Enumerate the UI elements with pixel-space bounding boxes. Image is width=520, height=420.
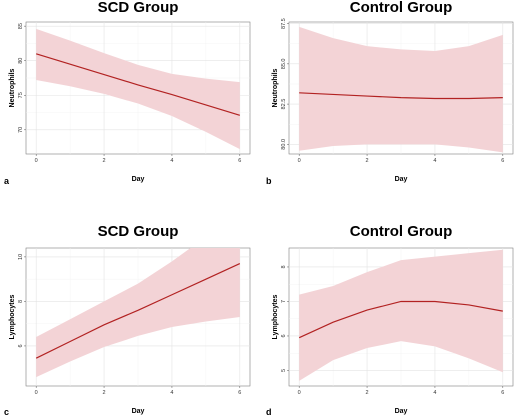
- panel-letter: c: [4, 407, 9, 417]
- panel-letter: a: [4, 176, 10, 186]
- y-tick-label: 6: [281, 334, 287, 337]
- y-tick-label: 6: [18, 344, 24, 347]
- confidence-band: [36, 248, 240, 378]
- y-tick-label: 8: [281, 265, 287, 268]
- series-line: [35, 263, 241, 359]
- panel-title: Control Group: [350, 223, 452, 240]
- y-axis-title: Neutrophils: [9, 68, 16, 107]
- panel-title: SCD Group: [98, 223, 179, 240]
- y-tick-label: 75: [18, 92, 24, 98]
- y-axis-title: Neutrophils: [272, 68, 279, 107]
- y-tick-label: 8: [18, 300, 24, 303]
- y-tick-label: 80.0: [281, 139, 287, 150]
- panel-a: 0 2 4 6 70 75 80 85 SCD Group Day Neutrophils a: [4, 0, 251, 186]
- series-line: [298, 300, 503, 339]
- y-tick-label: 87.5: [281, 18, 287, 29]
- y-axis-title: Lymphocytes: [272, 294, 279, 339]
- panel-b: 0 2 4 6 80.0 82.5 85.0 87.5 Control Group Day Neut…: [266, 0, 514, 186]
- series-line: [299, 92, 503, 100]
- x-tick-label: 0: [35, 390, 38, 396]
- y-tick-label: 5: [281, 369, 287, 372]
- x-tick-label: 4: [433, 390, 436, 396]
- x-tick-label: 6: [238, 158, 241, 164]
- y-axis-title: Lymphocytes: [9, 294, 16, 339]
- y-tick-label: 10: [18, 254, 24, 260]
- y-tick-label: 82.5: [281, 99, 287, 110]
- x-tick-label: 2: [366, 390, 369, 396]
- x-tick-label: 2: [366, 158, 369, 164]
- panel-title: Control Group: [350, 0, 452, 16]
- panel-letter: d: [266, 407, 272, 417]
- series-line: [36, 53, 240, 116]
- x-tick-label: 6: [501, 390, 504, 396]
- confidence-band: [36, 28, 240, 150]
- y-tick-label: 85.0: [281, 58, 287, 69]
- x-axis-title: Day: [395, 176, 408, 183]
- x-tick-label: 4: [433, 158, 436, 164]
- x-tick-label: 0: [298, 158, 301, 164]
- confidence-band: [299, 249, 503, 381]
- panel-c: 0 2 4 6 6 8 10 SCD Group Day Lymphocytes c: [4, 223, 251, 417]
- x-tick-label: 4: [170, 158, 173, 164]
- x-tick-label: 4: [170, 390, 173, 396]
- x-tick-label: 0: [35, 158, 38, 164]
- x-tick-label: 6: [238, 390, 241, 396]
- x-axis-title: Day: [132, 176, 145, 183]
- x-tick-label: 2: [103, 390, 106, 396]
- x-tick-label: 2: [103, 158, 106, 164]
- x-axis-title: Day: [395, 408, 408, 415]
- y-tick-label: 7: [281, 300, 287, 303]
- x-tick-label: 6: [501, 158, 504, 164]
- confidence-band: [299, 26, 503, 153]
- y-tick-label: 85: [18, 23, 24, 29]
- y-tick-label: 70: [18, 127, 24, 133]
- panel-title: SCD Group: [98, 0, 179, 16]
- x-tick-label: 0: [298, 390, 301, 396]
- x-axis-title: Day: [132, 408, 145, 415]
- panel-d: 0 2 4 6 5 6 7 8 Control Group Day Lymphocytes d: [266, 223, 514, 417]
- panel-letter: b: [266, 176, 272, 186]
- y-tick-label: 80: [18, 58, 24, 64]
